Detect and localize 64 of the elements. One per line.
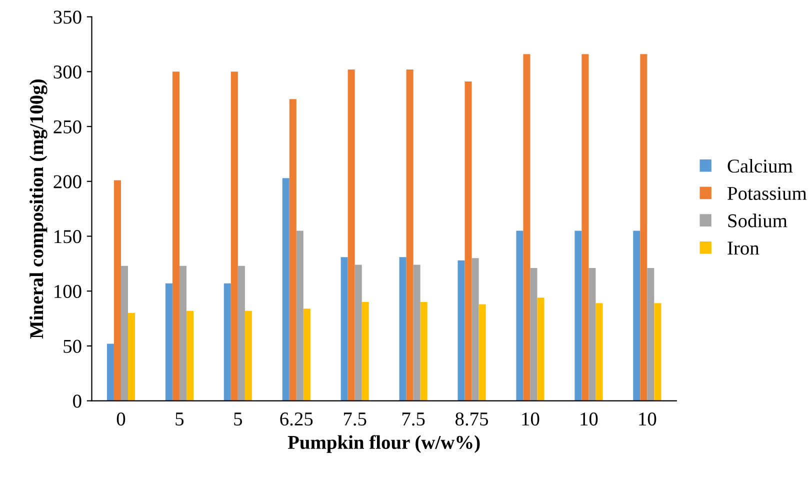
legend-label: Potassium [728,186,807,200]
bar [633,230,640,401]
x-tick-label: 7.5 [402,412,425,426]
bar [458,260,465,401]
y-tick-label: 150 [54,230,82,244]
x-tick-label: 0 [116,412,126,426]
bar [588,268,596,401]
bar [282,178,290,401]
bar [289,99,296,401]
bar [582,54,589,401]
bar [478,304,486,401]
x-tick-label: 5 [176,412,184,426]
legend-label: Calcium [728,158,793,173]
bar [172,72,180,401]
bar [165,283,172,401]
bar [303,308,310,401]
bar [406,69,414,401]
x-tick-label: 6.25 [280,412,313,426]
bar [647,268,654,401]
bar [114,180,121,401]
bar [574,230,582,401]
bar [464,82,472,401]
legend-label: Sodium [728,214,788,228]
bar [354,264,362,401]
x-axis-title: Pumpkin flour (w/w%) [288,435,480,453]
x-tick-label: 5 [234,412,242,426]
bar [362,302,369,401]
bar [640,54,648,401]
y-tick-label: 50 [64,340,82,353]
bar [186,310,194,401]
x-tick-label: 10 [580,412,598,426]
y-tick-label: 0 [73,394,82,408]
legend-label: Iron [728,242,760,255]
x-tick-label: 7.5 [344,412,366,426]
bar [340,257,348,401]
bar [224,283,231,401]
bar [413,264,420,401]
bar [530,268,538,401]
bar [106,344,114,401]
bar [472,258,479,401]
y-tick-label: 300 [54,65,82,79]
x-tick-label: 8.75 [456,412,488,426]
bar [537,298,544,401]
y-tick-label: 200 [54,175,82,188]
y-tick-label: 100 [54,284,82,298]
y-axis-title: Mineral composition (mg/100g) [30,80,48,339]
bar [244,310,252,401]
bar [523,54,530,401]
bar [230,72,238,401]
bar [516,230,524,401]
bar [179,266,186,401]
bar [596,303,603,401]
bar [128,313,136,401]
bar [420,302,428,401]
x-tick-label: 10 [522,412,540,426]
bar [348,69,355,401]
bar [120,266,128,401]
bar [296,230,304,401]
bar [654,303,662,401]
x-tick-label: 10 [639,412,656,426]
bar [238,266,245,401]
y-tick-label: 350 [54,10,82,24]
y-tick-label: 250 [54,120,82,134]
bar [399,257,406,401]
